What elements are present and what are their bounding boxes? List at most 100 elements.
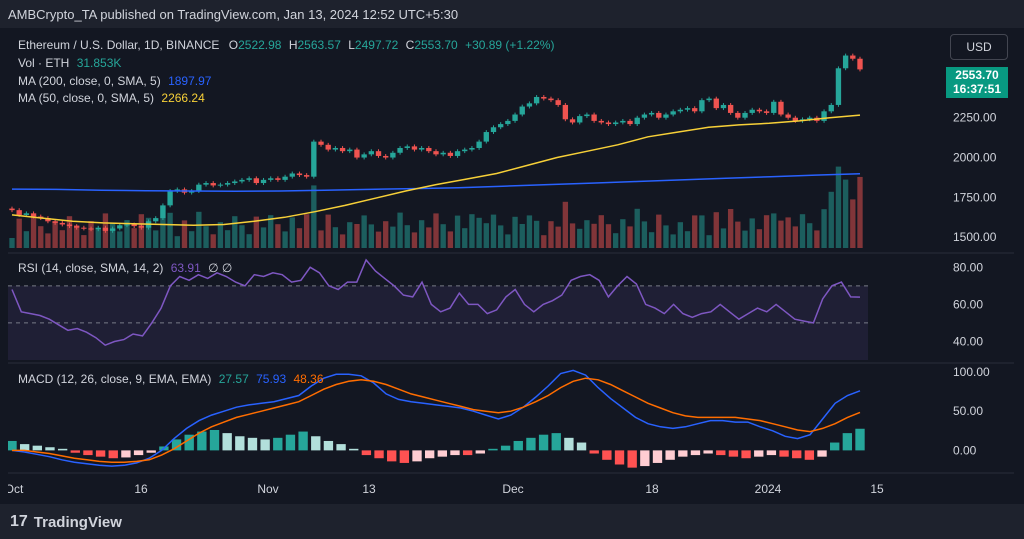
tradingview-logo-icon: 17 [10,513,28,530]
candle-body [771,101,777,113]
symbol-legend: Ethereum / U.S. Dollar, 1D, BINANCE O252… [18,38,554,52]
macd-histogram-bar [665,450,675,460]
macd-histogram-bar [564,437,574,451]
candle-body [268,178,274,180]
time-axis-tick-7: 15 [870,482,884,496]
candle-body [16,210,22,215]
volume-bar [605,224,612,248]
macd-histogram-bar [741,450,751,459]
ma200-label: MA (200, close, 0, SMA, 5) [18,74,161,88]
high-value: 2563.57 [297,38,341,52]
macd-histogram-bar [349,448,359,451]
volume-bar [447,231,454,248]
volume-bar [828,191,834,248]
volume-bar [325,214,331,248]
volume-legend: Vol · ETH 31.853K [18,56,121,70]
volume-bar [167,212,173,248]
candle-body [785,114,791,118]
candle-body [440,152,446,155]
volume-bar [670,234,676,248]
volume-bar [203,226,209,248]
ma200-legend: MA (200, close, 0, SMA, 5) 1897.97 [18,74,211,88]
candle-body [598,120,604,123]
candle-body [347,149,353,152]
volume-bar [181,220,188,248]
volume-bar [756,229,763,248]
candle-body [426,147,432,152]
candle-body [541,96,547,99]
candle-body [821,111,827,121]
candle-body [167,191,173,206]
macd-histogram-bar [171,439,182,451]
volume-bar [210,234,216,248]
candle-body [490,127,497,133]
chart-svg: 2250.00 2000.00 1750.00 1500.00 80.00 60.00 40… [5,53,1014,496]
candle-body [339,147,346,152]
volume-bar [720,228,727,248]
candle-body [641,114,648,118]
candle-body [792,117,798,121]
macd-histogram-bar [57,448,68,451]
volume-bar [196,211,202,248]
volume-bar [296,228,303,248]
candle-body [706,98,712,101]
volume-bar [224,230,231,248]
macd-histogram-bar [336,444,346,451]
macd-histogram-bar [589,450,599,454]
candle-body [763,111,770,113]
macd-histogram-bar [754,450,764,457]
candle-body [45,218,51,222]
volume-bar [835,166,842,248]
macd-histogram-bar [462,450,473,456]
candle-body [548,98,554,101]
volume-bar [584,220,590,248]
volume-bar [124,220,130,248]
candle-body [569,119,576,123]
volume-bar [706,235,712,248]
volume-bar [418,220,425,248]
volume-bar [699,215,705,248]
price-axis-tick-3: 1500.00 [953,230,997,244]
volume-bar [713,212,719,248]
volume-bar [95,229,101,248]
candle-body [117,225,123,229]
volume-bar [81,235,87,248]
macd-histogram-bar [526,437,536,451]
rsi-axis-tick-0: 80.00 [953,260,983,274]
macd-histogram-bar [260,439,270,451]
candle-body [260,179,267,184]
volume-bar [138,214,145,248]
tradingview-logo[interactable]: 17 TradingView [10,513,122,531]
candle-body [742,112,748,118]
ma50-legend: MA (50, close, 0, SMA, 5) 2266.24 [18,91,205,105]
volume-bar [749,218,755,248]
volume-bar [411,232,418,248]
volume-bar [375,231,382,248]
macd-histogram-bar [273,437,283,451]
macd-histogram-bar [614,450,625,465]
candle-body [296,173,303,176]
macd-histogram-bar [285,434,296,451]
volume-bar [562,201,569,248]
candle-body [828,104,834,112]
macd-histogram-bar [121,450,131,458]
macd-axis-tick-2: 0.00 [953,443,977,457]
chart-area[interactable]: 2250.00 2000.00 1750.00 1500.00 80.00 60.00 40… [5,28,1014,504]
macd-histogram-bar [817,450,827,457]
rsi-value: 63.91 [170,261,201,275]
volume-bar [735,221,741,248]
publisher-text: AMBCrypto_TA published on TradingView.co… [8,7,459,22]
candle-body [390,152,396,158]
candle-body [577,116,583,123]
volume-bar [778,220,784,248]
candle-body [361,154,367,158]
macd-histogram-bar [513,440,523,451]
volume-bar [289,217,295,248]
volume-bar [641,221,648,248]
close-label: C [405,38,415,52]
candle-body [160,205,166,219]
volume-bar [23,231,30,248]
currency-button[interactable]: USD [950,34,1008,60]
macd-axis-tick-1: 50.00 [953,404,983,418]
volume-bar [383,221,389,248]
